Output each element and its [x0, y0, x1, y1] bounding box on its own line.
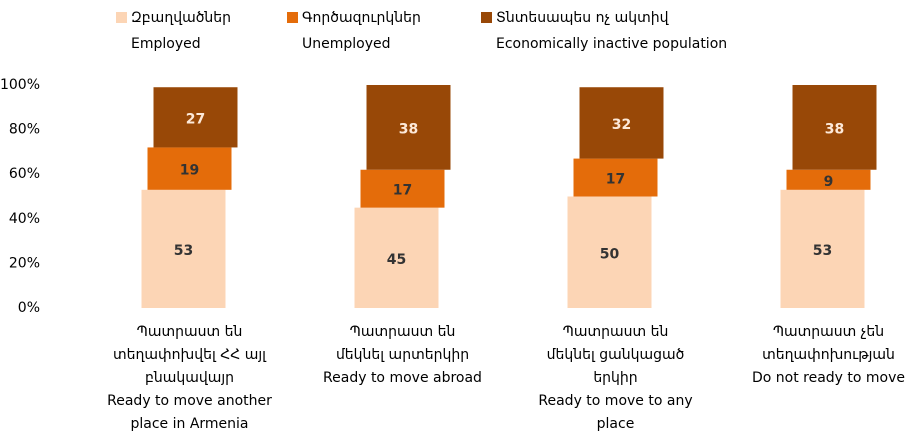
- data-label: 45: [387, 252, 406, 268]
- y-tick-label: 60%: [9, 166, 40, 182]
- legend-swatch: [116, 12, 127, 23]
- legend-label: Տնտեսապես ոչ ակտիվ: [496, 10, 670, 26]
- x-tick-label: Պատրաստ են: [350, 324, 456, 340]
- y-tick-label: 20%: [9, 255, 40, 271]
- data-label: 50: [600, 246, 620, 262]
- legend-swatch: [481, 12, 492, 23]
- legend-label: Employed: [131, 36, 201, 52]
- x-tick-label: տեղափոխվել ՀՀ այլ: [113, 347, 267, 363]
- bar-segment: [786, 169, 871, 190]
- bar-segment: [366, 85, 451, 170]
- bar-segment: [141, 189, 226, 308]
- x-tick-label: place in Armenia: [130, 416, 248, 432]
- data-label: 38: [399, 121, 418, 137]
- x-tick-label: երկիր: [593, 370, 637, 386]
- bar-segment: [573, 158, 658, 197]
- y-tick-label: 100%: [0, 77, 40, 93]
- x-tick-label: Ready to move to any: [538, 393, 692, 409]
- x-tick-label: Do not ready to move: [752, 370, 905, 386]
- legend-swatch: [287, 12, 298, 23]
- legend-label: Economically inactive population: [496, 36, 727, 52]
- y-tick-label: 40%: [9, 211, 40, 227]
- data-label: 9: [824, 174, 834, 190]
- legend-label: Unemployed: [302, 36, 391, 52]
- data-label: 17: [606, 172, 625, 188]
- legend-label: Գործազուրկներ: [302, 10, 421, 26]
- bar-segment: [153, 87, 238, 148]
- bar-segment: [792, 85, 877, 170]
- data-label: 32: [612, 117, 631, 133]
- x-tick-label: մեկնել ցանկացած: [547, 347, 685, 363]
- x-tick-label: place: [597, 416, 635, 432]
- y-tick-label: 0%: [18, 300, 40, 316]
- legend-label: Զբաղվածներ: [131, 10, 231, 26]
- x-tick-label: Ready to move abroad: [323, 370, 482, 386]
- x-tick-label: տեղափոխության: [762, 347, 895, 363]
- x-tick-label: Պատրաստ են: [137, 324, 243, 340]
- x-tick-label: բնակավայր: [145, 370, 234, 386]
- x-tick-label: Պատրաստ են: [563, 324, 669, 340]
- data-label: 27: [186, 111, 205, 127]
- bar-segment: [567, 196, 652, 308]
- bar-segment: [147, 147, 232, 190]
- y-tick-label: 80%: [9, 122, 40, 138]
- x-tick-label: Պատրաստ չեն: [773, 324, 884, 340]
- x-tick-label: մեկնել արտերկիր: [336, 347, 469, 363]
- data-label: 53: [174, 243, 193, 259]
- data-label: 38: [825, 121, 844, 137]
- bar-segment: [780, 189, 865, 308]
- bar-segment: [579, 87, 664, 159]
- bar-segment: [360, 169, 445, 208]
- bar-segment: [354, 207, 439, 308]
- data-label: 17: [393, 183, 412, 199]
- data-label: 19: [180, 163, 199, 179]
- data-label: 53: [813, 243, 832, 259]
- x-tick-label: Ready to move another: [107, 393, 272, 409]
